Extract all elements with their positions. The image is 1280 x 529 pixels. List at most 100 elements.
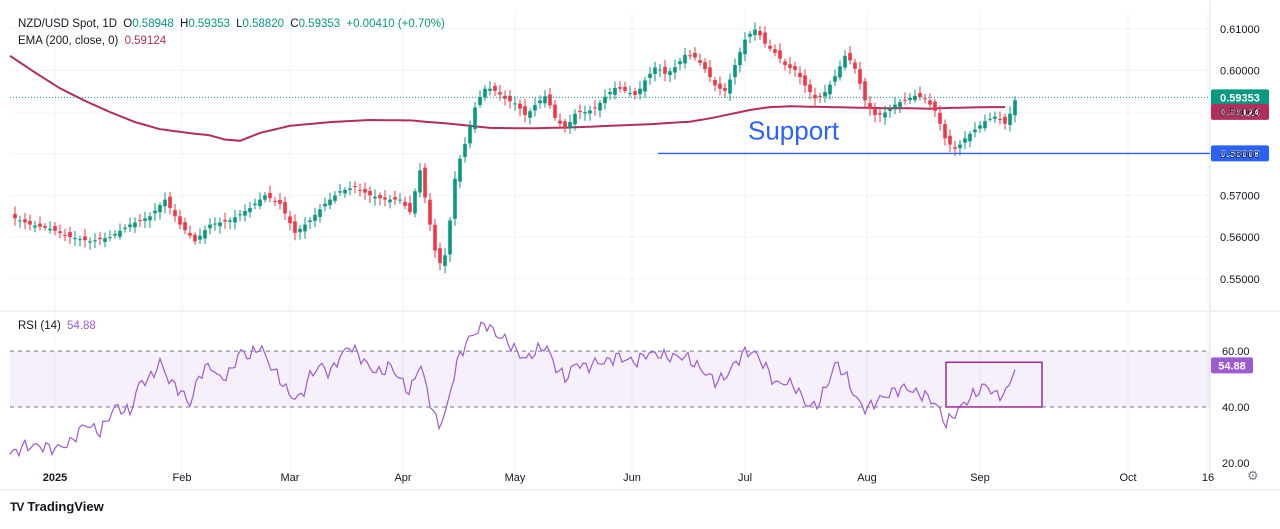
candle-body — [93, 240, 97, 242]
candle-body — [473, 107, 477, 129]
candle-body — [168, 196, 172, 208]
candle-body — [748, 33, 752, 37]
candle-body — [143, 218, 147, 221]
candle-body — [213, 223, 217, 225]
candle-body — [708, 67, 712, 78]
price-tick-label: 0.61000 — [1220, 24, 1260, 36]
candle-body — [58, 231, 62, 233]
candle-body — [123, 227, 127, 229]
candle-layer — [13, 22, 1017, 274]
ema-label[interactable]: EMA (200, close, 0) — [18, 35, 119, 47]
candle-body — [753, 29, 757, 35]
support-price-tag-bg — [1211, 145, 1269, 162]
candle-body — [778, 50, 782, 59]
candle-body — [528, 111, 532, 118]
candle-body — [193, 234, 197, 242]
candle-body — [728, 79, 732, 94]
candle-body — [768, 45, 772, 49]
candle-body — [293, 221, 297, 233]
time-tick-label: Aug — [857, 472, 877, 484]
high-value: 0.59353 — [188, 18, 230, 30]
candle-body — [268, 193, 272, 199]
candle-body — [343, 189, 347, 194]
candle-body — [318, 209, 322, 217]
candle-body — [553, 104, 557, 118]
candle-body — [698, 60, 702, 63]
candle-body — [483, 88, 487, 98]
candle-body — [448, 220, 452, 255]
candle-body — [218, 222, 222, 227]
candle-body — [678, 61, 682, 65]
candle-body — [623, 86, 627, 91]
candle-body — [223, 219, 227, 222]
candle-body — [383, 197, 387, 200]
candle-body — [908, 97, 912, 101]
candle-body — [328, 199, 332, 206]
candle-body — [788, 64, 792, 68]
candle-body — [743, 39, 747, 55]
candle-body — [263, 195, 267, 200]
candle-body — [308, 220, 312, 223]
candle-body — [638, 88, 642, 95]
candle-body — [918, 92, 922, 98]
candle-body — [403, 201, 407, 206]
candle-body — [13, 213, 17, 219]
candle-body — [283, 202, 287, 214]
candle-body — [408, 202, 412, 213]
candle-body — [988, 118, 992, 120]
candle-body — [113, 233, 117, 236]
symbol-label[interactable]: NZD/USD Spot, 1D — [18, 18, 118, 30]
candle-body — [153, 210, 157, 214]
candle-body — [983, 121, 987, 129]
candle-body — [828, 84, 832, 95]
candle-body — [398, 199, 402, 201]
candle-body — [108, 237, 112, 239]
candle-body — [173, 210, 177, 217]
candle-body — [643, 80, 647, 92]
candle-body — [693, 52, 697, 58]
candle-body — [868, 103, 872, 109]
rsi-label[interactable]: RSI (14) — [18, 320, 61, 332]
gear-icon[interactable]: ⚙ — [1247, 468, 1259, 483]
candle-body — [853, 62, 857, 69]
candle-body — [878, 113, 882, 115]
candle-body — [418, 170, 422, 193]
candle-body — [973, 129, 977, 133]
candle-body — [458, 158, 462, 182]
candle-body — [838, 66, 842, 78]
tradingview-logo-icon: TV — [10, 499, 24, 514]
candle-body — [783, 61, 787, 65]
candle-body — [963, 138, 967, 143]
candle-body — [718, 83, 722, 89]
time-tick-label: Jul — [738, 472, 752, 484]
candle-body — [663, 66, 667, 74]
candle-body — [513, 103, 517, 105]
candle-body — [38, 223, 42, 227]
candle-body — [433, 224, 437, 251]
candle-body — [233, 217, 237, 223]
tradingview-brand[interactable]: TV TradingView — [10, 499, 104, 514]
candle-body — [758, 30, 762, 36]
axis-layer: 0.61000 0.60000 0.59000 0.58000 0.57000 0.560… — [43, 24, 1260, 484]
candle-body — [368, 190, 372, 196]
candle-body — [498, 92, 502, 95]
candle-body — [73, 238, 77, 240]
candle-body — [478, 97, 482, 105]
candle-body — [1003, 116, 1007, 124]
candle-body — [243, 211, 247, 216]
candle-body — [968, 133, 972, 142]
close-label: C — [290, 18, 299, 30]
candle-body — [568, 122, 572, 129]
candle-body — [493, 85, 497, 91]
rsi-line — [9, 321, 1016, 458]
candle-body — [648, 73, 652, 78]
candle-body — [578, 110, 582, 113]
candle-body — [928, 100, 932, 105]
candle-body — [993, 116, 997, 119]
candle-body — [148, 216, 152, 221]
candle-body — [68, 232, 72, 238]
ema-layer — [9, 54, 1005, 142]
candle-body — [683, 55, 687, 64]
candle-body — [673, 67, 677, 73]
